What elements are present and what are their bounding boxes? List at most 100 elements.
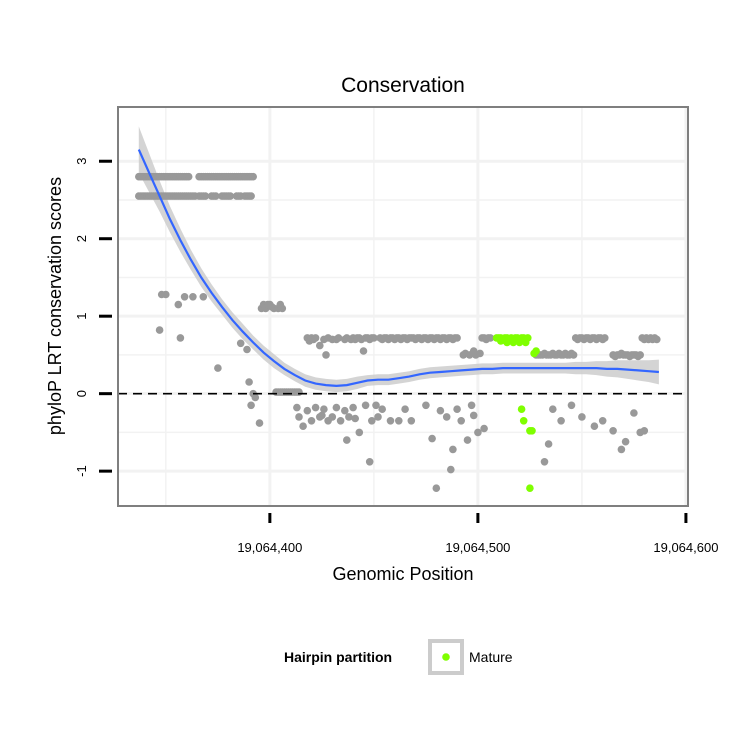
y-axis-title: phyloP LRT conservation scores (45, 177, 65, 435)
y-tick-label: 1 (74, 313, 89, 320)
data-point (247, 192, 255, 200)
data-point (303, 406, 312, 415)
mature-points-layer (492, 334, 540, 493)
data-point (557, 417, 565, 425)
mature-data-point (503, 338, 511, 347)
mature-data-point (515, 338, 524, 347)
data-point (378, 405, 387, 414)
data-point (328, 413, 337, 421)
data-point (480, 424, 488, 433)
x-axis-title: Genomic Position (332, 564, 473, 584)
data-point (653, 335, 661, 344)
data-point (469, 411, 478, 420)
data-point (214, 364, 222, 372)
legend-mature-label: Mature (469, 649, 513, 665)
data-point (467, 401, 476, 410)
data-point (316, 341, 324, 350)
data-point (428, 434, 436, 443)
plot-panel (118, 107, 688, 506)
data-point (401, 405, 409, 414)
data-point (162, 290, 170, 299)
mature-data-point (517, 405, 526, 414)
data-point (436, 406, 445, 415)
data-point (251, 393, 260, 402)
data-point (540, 458, 549, 466)
data-point (359, 347, 368, 355)
data-point (334, 334, 343, 342)
data-point (212, 192, 220, 200)
data-point (243, 345, 251, 354)
data-point (370, 334, 378, 342)
data-point (476, 349, 484, 358)
x-tick-label: 19,064,600 (653, 540, 718, 555)
data-point (226, 192, 235, 200)
data-point (278, 304, 287, 313)
data-point (299, 422, 307, 431)
data-point (486, 334, 495, 342)
mature-data-point (497, 337, 505, 345)
data-point (442, 413, 451, 421)
data-point (332, 403, 341, 412)
data-point (295, 413, 303, 421)
data-point (293, 403, 301, 412)
data-point (617, 445, 626, 454)
data-point (368, 417, 376, 425)
data-point (184, 172, 193, 181)
x-tick-label: 19,064,400 (237, 540, 302, 555)
data-point (199, 293, 208, 301)
data-point (598, 417, 607, 425)
data-point (351, 414, 360, 423)
x-tick-label: 19,064,500 (445, 540, 510, 555)
confidence-band (138, 126, 659, 393)
data-point (236, 339, 245, 348)
data-point (345, 413, 353, 421)
data-point (361, 401, 370, 410)
x-axis: 19,064,400 19,064,500 19,064,600 (237, 513, 718, 555)
data-point (176, 334, 185, 342)
data-point (463, 436, 472, 444)
data-point (180, 293, 189, 301)
mature-data-point (509, 338, 518, 347)
mature-data-point (519, 417, 528, 425)
mature-data-point (526, 484, 534, 493)
data-point (386, 417, 395, 425)
data-point (422, 401, 430, 410)
confidence-band-layer (138, 126, 659, 393)
data-point (255, 419, 264, 427)
data-point (474, 428, 482, 437)
data-point (343, 436, 351, 444)
data-point (341, 406, 349, 415)
y-tick-label: 0 (74, 390, 89, 397)
smooth-line-layer (137, 149, 659, 388)
data-point (311, 403, 320, 412)
smooth-line (137, 149, 659, 388)
y-axis: -1 0 1 2 3 (74, 158, 112, 477)
data-point (311, 334, 320, 342)
data-point (318, 411, 326, 420)
data-point (447, 465, 455, 474)
mature-data-point (528, 427, 536, 435)
plot-panel-border (117, 106, 689, 507)
legend-title: Hairpin partition (284, 649, 392, 665)
y-tick-label: -1 (74, 465, 89, 477)
data-point (640, 427, 649, 435)
data-point (567, 401, 576, 410)
data-point (636, 351, 644, 359)
data-point (578, 413, 586, 421)
data-point (247, 401, 255, 410)
data-point (407, 417, 416, 425)
data-point (320, 405, 328, 414)
data-point (621, 437, 630, 446)
data-point (569, 351, 578, 359)
data-point (457, 417, 466, 425)
mature-data-point (521, 338, 530, 347)
data-point (395, 417, 403, 425)
data-point (549, 405, 557, 414)
data-point (372, 401, 380, 410)
data-point (189, 293, 197, 301)
data-point (249, 172, 257, 181)
points-layer (135, 172, 661, 493)
legend-mature-marker (442, 653, 450, 661)
data-point (201, 192, 210, 200)
